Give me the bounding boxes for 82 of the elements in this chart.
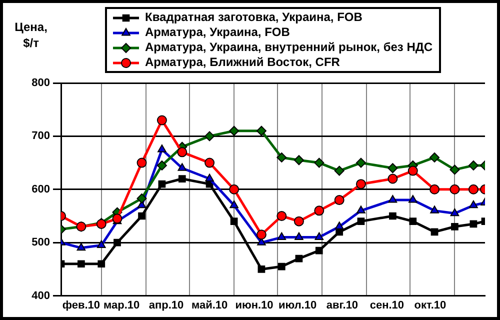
- point: [205, 174, 214, 182]
- point: [178, 163, 187, 171]
- point: [258, 266, 266, 273]
- point: [136, 158, 147, 168]
- point: [98, 260, 106, 268]
- legend-label: Арматура, Украина, FOB: [145, 25, 290, 40]
- x-tick-label: авг.10: [326, 299, 358, 312]
- point: [430, 152, 440, 162]
- point: [294, 232, 304, 240]
- point: [76, 242, 86, 251]
- y-tick-label: 700: [32, 130, 50, 142]
- point: [230, 218, 238, 225]
- point: [96, 240, 106, 248]
- point: [276, 211, 287, 221]
- x-tick-label: окт.10: [414, 299, 446, 312]
- point: [256, 230, 266, 240]
- point: [430, 184, 440, 194]
- point: [356, 179, 366, 190]
- y-tick-label: 500: [32, 236, 50, 249]
- point: [430, 206, 439, 214]
- point: [356, 158, 366, 168]
- y-axis-title: Цена, $/т: [14, 20, 48, 50]
- point: [334, 195, 344, 206]
- point: [314, 158, 324, 168]
- point: [156, 115, 167, 126]
- point: [450, 164, 460, 175]
- point: [409, 218, 417, 225]
- legend-label: Квадратная заготовка, Украина, FOB: [145, 10, 362, 25]
- x-tick-label: май.10: [191, 299, 228, 312]
- legend-label: Арматура, Ближний Восток, CFR: [145, 55, 340, 70]
- point: [314, 232, 324, 240]
- point: [469, 200, 478, 208]
- point: [230, 200, 238, 208]
- point: [388, 195, 398, 203]
- point: [450, 184, 460, 194]
- point: [295, 254, 303, 262]
- point: [388, 174, 398, 184]
- point: [277, 232, 286, 240]
- point: [470, 220, 478, 228]
- point: [334, 166, 344, 176]
- point: [334, 222, 344, 230]
- point: [408, 166, 418, 176]
- point: [430, 228, 438, 236]
- x-tick-label: сен.10: [370, 299, 404, 312]
- point: [388, 163, 398, 174]
- point: [451, 222, 458, 230]
- point: [294, 155, 304, 166]
- point: [204, 158, 215, 168]
- point: [229, 184, 240, 194]
- point: [178, 175, 186, 182]
- x-tick-label: июн.10: [235, 299, 274, 312]
- point: [138, 212, 146, 220]
- point: [256, 126, 266, 136]
- x-tick-label: апр.10: [148, 299, 184, 312]
- point: [158, 144, 166, 152]
- point: [204, 131, 215, 142]
- point: [276, 152, 287, 162]
- y-tick-label: 400: [32, 290, 50, 302]
- point: [357, 218, 365, 225]
- point: [177, 147, 188, 158]
- point: [278, 262, 286, 270]
- point: [156, 160, 167, 170]
- point: [136, 193, 147, 204]
- point: [294, 216, 304, 226]
- y-tick-label: 800: [32, 77, 50, 90]
- point: [389, 212, 396, 220]
- point: [229, 126, 240, 136]
- point: [356, 206, 366, 214]
- point: [114, 238, 121, 246]
- x-tick-label: фев.10: [62, 299, 100, 312]
- point: [315, 246, 323, 254]
- point: [468, 184, 478, 194]
- point: [314, 206, 324, 216]
- x-tick-label: июл.10: [278, 299, 317, 312]
- y-tick-label: 600: [32, 183, 50, 196]
- point: [408, 195, 418, 203]
- point: [450, 208, 460, 216]
- point: [468, 160, 478, 170]
- legend-label: Арматура, Украина, внутренний рынок, без НДС: [145, 40, 433, 55]
- point: [78, 260, 85, 268]
- point: [158, 180, 166, 188]
- x-tick-label: мар.10: [104, 299, 140, 312]
